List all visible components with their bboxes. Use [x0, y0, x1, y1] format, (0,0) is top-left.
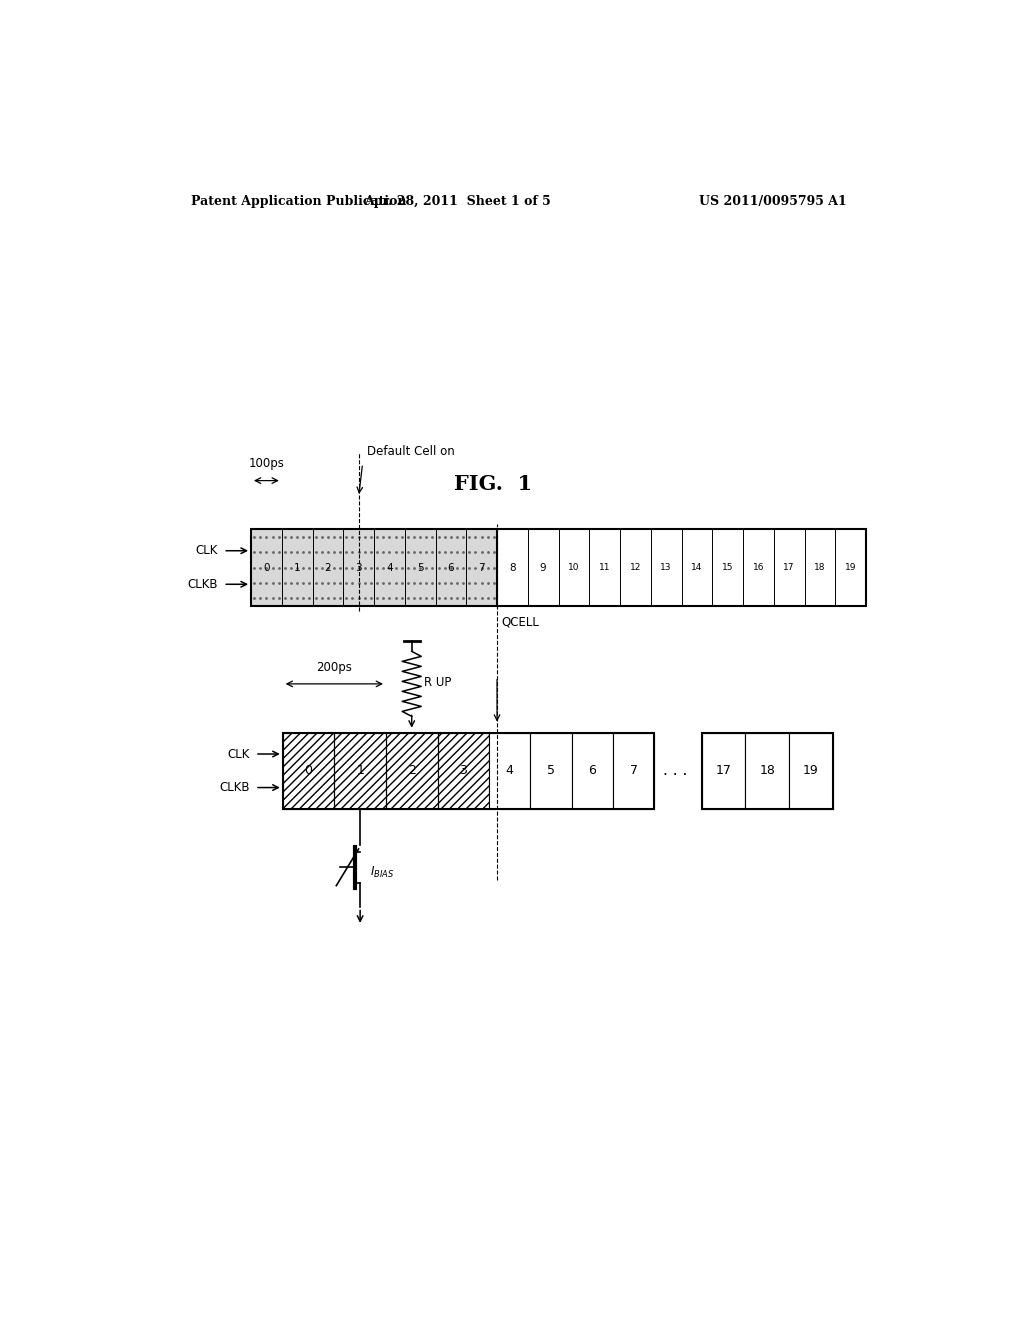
Text: CLK: CLK: [196, 544, 218, 557]
Bar: [701, 733, 745, 809]
Text: US 2011/0095795 A1: US 2011/0095795 A1: [699, 194, 847, 207]
Text: CLKB: CLKB: [187, 578, 218, 591]
Bar: [466, 529, 497, 606]
Bar: [571, 733, 613, 809]
Text: 200ps: 200ps: [316, 661, 352, 673]
Bar: [530, 733, 571, 809]
Text: 18: 18: [814, 564, 825, 572]
Bar: [790, 733, 833, 809]
Bar: [437, 733, 489, 809]
Text: 1: 1: [294, 562, 300, 573]
Bar: [251, 529, 866, 606]
Text: 0: 0: [304, 764, 312, 777]
Bar: [404, 529, 435, 606]
Text: 4: 4: [506, 764, 514, 777]
Text: 8: 8: [509, 562, 516, 573]
Text: 3: 3: [355, 562, 361, 573]
Text: 6: 6: [447, 562, 455, 573]
Text: 5: 5: [547, 764, 555, 777]
Bar: [613, 733, 654, 809]
Text: 16: 16: [753, 564, 764, 572]
Text: CLK: CLK: [227, 747, 250, 760]
Bar: [374, 529, 404, 606]
Bar: [489, 733, 530, 809]
Bar: [745, 733, 790, 809]
Text: Apr. 28, 2011  Sheet 1 of 5: Apr. 28, 2011 Sheet 1 of 5: [364, 194, 551, 207]
Bar: [701, 733, 833, 809]
Text: 10: 10: [568, 564, 580, 572]
Text: 4: 4: [386, 562, 393, 573]
Text: 0: 0: [263, 562, 269, 573]
Text: R UP: R UP: [424, 676, 452, 689]
Bar: [435, 529, 466, 606]
Text: $I_{BIAS}$: $I_{BIAS}$: [370, 865, 394, 880]
Text: 6: 6: [589, 764, 596, 777]
Bar: [334, 733, 386, 809]
Text: . . .: . . .: [664, 763, 687, 779]
Text: 2: 2: [325, 562, 331, 573]
Text: 17: 17: [716, 764, 731, 777]
Text: QCELL: QCELL: [501, 615, 539, 628]
Text: 15: 15: [722, 564, 733, 572]
Text: 19: 19: [803, 764, 819, 777]
Bar: [312, 529, 343, 606]
Text: Patent Application Publication: Patent Application Publication: [191, 194, 407, 207]
Text: 7: 7: [478, 562, 485, 573]
Text: 3: 3: [460, 764, 467, 777]
Bar: [386, 733, 437, 809]
Text: 1: 1: [356, 764, 365, 777]
Bar: [251, 529, 282, 606]
Text: 14: 14: [691, 564, 702, 572]
Text: 13: 13: [660, 564, 672, 572]
Bar: [283, 733, 654, 809]
Bar: [282, 529, 312, 606]
Text: 7: 7: [630, 764, 638, 777]
Text: Default Cell on: Default Cell on: [367, 445, 455, 458]
Text: 11: 11: [599, 564, 610, 572]
Bar: [343, 529, 374, 606]
Bar: [283, 733, 334, 809]
Text: 100ps: 100ps: [249, 458, 285, 470]
Text: 17: 17: [783, 564, 795, 572]
Text: 9: 9: [540, 562, 547, 573]
Text: 2: 2: [408, 764, 416, 777]
Text: 12: 12: [630, 564, 641, 572]
Text: CLKB: CLKB: [219, 781, 250, 795]
Text: 18: 18: [760, 764, 775, 777]
Text: 19: 19: [845, 564, 856, 572]
Text: 5: 5: [417, 562, 424, 573]
Text: FIG.  1: FIG. 1: [454, 474, 532, 494]
